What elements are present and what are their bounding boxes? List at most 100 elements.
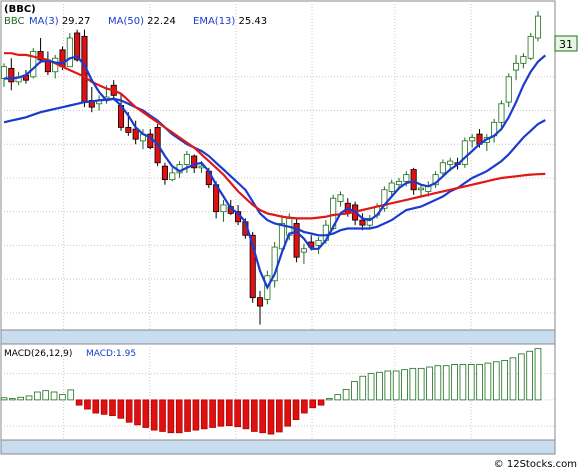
macd-bar-positive [526,350,533,401]
candle-up [534,15,542,39]
last-price-label: 31 [559,38,573,51]
candle-down [37,51,44,61]
legend-value: 25.43 [235,16,267,27]
macd-bar-positive [351,381,358,401]
legend-value: 29.27 [59,16,91,27]
last-price-box [554,35,578,52]
macd-value-label: MACD:1.95 [86,349,136,359]
candle-down [125,126,132,133]
macd-bar-negative [259,399,266,434]
candle-up [300,248,307,253]
candle-up [513,62,520,71]
macd-bar-positive [534,348,542,401]
macd-bar-negative [234,399,241,428]
price-panel [0,0,556,331]
macd-bar-negative [100,399,108,415]
candle-up [461,140,468,165]
macd-bar-negative [125,399,133,423]
macd-bar-negative [267,399,275,435]
macd-bar-positive [392,370,400,401]
candle-up [0,66,8,79]
macd-bar-negative [142,399,150,428]
candle-down [256,297,264,307]
macd-bar-negative [150,399,158,431]
candle-down [359,219,366,226]
macd-bar-negative [184,399,191,432]
candle-down [249,234,256,299]
macd-bar-positive [484,362,492,401]
macd-bar-positive [42,390,50,401]
macd-bar-positive [342,388,350,401]
candle-up [447,160,454,165]
legend-ma3: MA(3) 29.27 [29,16,90,27]
macd-bar-negative [109,399,116,417]
macd-bar-positive [334,394,342,401]
candle-up [66,37,73,68]
macd-bar-negative [92,399,100,414]
macd-legend: MACD(26,12,9) MACD:1.95 [4,349,136,359]
macd-bar-positive [50,391,58,401]
macd-bar-positive [25,395,33,401]
macd-legend-value: MACD:1.95 [86,349,136,359]
series-line-ma3 [4,54,547,290]
macd-bar-negative [242,399,250,430]
macd-bar-positive [517,353,525,401]
macd-bar-negative [301,399,308,414]
macd-bar-negative [75,399,83,406]
macd-bar-negative [84,399,91,410]
macd-bar-positive [0,397,8,401]
macd-bar-positive [442,365,450,401]
candle-down [161,165,168,181]
macd-bar-negative [175,399,183,434]
candle-up [417,187,424,191]
macd-bar-positive [359,375,367,401]
macd-bar-negative [292,399,300,420]
macd-bar-positive [409,367,417,401]
candle-up [381,189,388,209]
macd-bar-negative [117,399,125,419]
macd-bar-positive [426,366,433,401]
legend-value: 22.24 [144,16,176,27]
candle-up [498,103,505,123]
macd-x-axis-band [0,439,556,455]
candle-up [278,223,286,250]
macd-bar-positive [434,365,442,401]
macd-bar-negative [250,399,258,432]
candle-up [315,239,322,246]
legend-label: EMA(13) [193,16,235,27]
macd-bar-positive [501,360,508,401]
candle-up [505,76,512,103]
candle-down [8,67,15,83]
macd-bar-positive [451,363,458,401]
chart-title: (BBC) [4,4,36,15]
macd-histogram [0,348,542,435]
macd-bar-positive [326,398,333,401]
macd-title: MACD(26,12,9) [4,349,72,359]
macd-bar-positive [34,391,41,401]
macd-bar-positive [59,394,66,401]
candle-up [183,153,190,165]
candle-up [220,204,227,213]
macd-bar-negative [225,399,233,427]
candle-down [74,32,81,61]
candle-up [169,172,176,181]
candle-up [520,56,527,64]
macd-bar-positive [376,371,383,401]
macd-bar-positive [417,367,425,401]
macd-bar-positive [9,398,16,401]
price-x-axis-band [0,329,556,345]
candle-down [132,128,139,140]
candle-up [388,182,395,192]
macd-bar-positive [509,357,517,401]
legend-ma50: MA(50) 22.24 [108,16,176,27]
macd-bar-negative [317,399,325,406]
macd-bar-positive [459,363,467,401]
legend-ticker: BBC [4,16,25,27]
candle-up [30,51,37,78]
moving-average-lines [3,52,547,290]
macd-bar-positive [17,396,25,401]
legend-label: BBC [4,16,25,27]
macd-bar-negative [134,399,141,426]
candle-up [527,35,534,59]
